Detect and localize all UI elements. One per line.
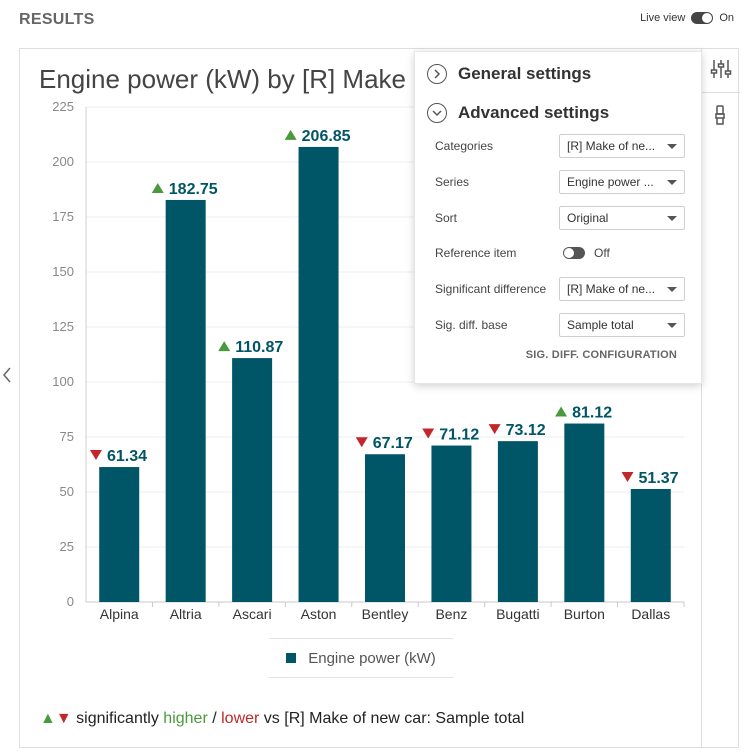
chevron-right-icon — [427, 64, 447, 84]
setting-label: Sort — [435, 211, 458, 225]
footnote-slash: / — [207, 710, 222, 727]
significant-difference-select[interactable]: [R] Make of ne... — [559, 277, 685, 301]
sliders-icon[interactable] — [710, 58, 732, 80]
data-label: 182.75 — [169, 181, 218, 198]
setting-label: Categories — [435, 139, 494, 153]
live-view-control[interactable]: Live view On — [640, 12, 734, 24]
footnote-lower: lower — [221, 710, 260, 727]
down-triangle-icon — [422, 428, 435, 439]
footnote-text-after: vs [R] Make of new car: Sample total — [259, 710, 525, 727]
chevron-down-icon — [427, 103, 447, 123]
y-tick-label: 125 — [52, 319, 74, 334]
results-header: RESULTS Live view On — [0, 0, 754, 40]
advanced-settings-label: Advanced settings — [458, 103, 610, 122]
bar-altria — [165, 199, 206, 602]
caret-down-icon — [667, 287, 677, 292]
advanced-settings-header[interactable]: Advanced settings — [427, 103, 609, 123]
data-label: 71.12 — [439, 427, 479, 444]
settings-panel: General settings Advanced settings Categ… — [414, 51, 702, 384]
live-view-label: Live view — [640, 12, 686, 24]
live-view-state: On — [719, 12, 734, 24]
x-tick-label: Bugatti — [496, 606, 540, 622]
page-title: RESULTS — [19, 11, 95, 28]
setting-label: Series — [435, 175, 470, 189]
caret-down-icon — [667, 180, 677, 185]
side-toolbar — [701, 48, 740, 748]
setting-row-sig-diff-base: Sig. diff. base Sample total — [435, 313, 685, 337]
live-view-toggle[interactable] — [691, 12, 714, 24]
setting-row-reference-item: Reference item Off — [435, 241, 685, 265]
y-tick-label: 50 — [60, 484, 74, 499]
down-triangle-icon — [488, 424, 501, 435]
setting-label: Sig. diff. base — [435, 318, 508, 332]
x-tick-label: Alpina — [100, 606, 139, 622]
legend-swatch — [286, 653, 297, 663]
bar-bugatti — [497, 441, 538, 602]
x-tick-label: Aston — [301, 606, 337, 622]
setting-row-significant-difference: Significant difference [R] Make of ne... — [435, 277, 685, 301]
footnote-higher: higher — [163, 710, 208, 727]
setting-row-categories: Categories [R] Make of ne... — [435, 134, 685, 158]
bar-burton — [564, 423, 605, 602]
categories-select[interactable]: [R] Make of ne... — [559, 134, 685, 158]
general-settings-label: General settings — [458, 64, 592, 83]
setting-row-sort: Sort Original — [435, 206, 685, 230]
x-tick-label: Bentley — [362, 606, 409, 622]
down-triangle-icon: ▼ — [55, 710, 72, 727]
down-triangle-icon — [89, 450, 102, 461]
data-label: 81.12 — [572, 405, 612, 422]
x-tick-label: Dallas — [631, 606, 670, 622]
caret-down-icon — [667, 144, 677, 149]
series-select[interactable]: Engine power ... — [559, 170, 685, 194]
x-tick-label: Ascari — [233, 606, 272, 622]
bar-ascari — [232, 358, 273, 602]
y-tick-label: 100 — [52, 374, 74, 389]
data-label: 206.85 — [302, 128, 351, 145]
sort-select[interactable]: Original — [559, 206, 685, 230]
x-tick-label: Altria — [170, 606, 202, 622]
caret-down-icon — [667, 323, 677, 328]
down-triangle-icon — [621, 471, 634, 482]
y-tick-label: 75 — [60, 429, 74, 444]
bar-alpina — [99, 467, 140, 602]
chevron-left-icon[interactable] — [2, 366, 12, 389]
data-label: 73.12 — [506, 422, 546, 439]
bar-benz — [431, 445, 472, 602]
data-label: 61.34 — [107, 448, 147, 465]
paintbrush-icon[interactable] — [710, 104, 732, 126]
legend-label: Engine power (kW) — [308, 649, 436, 667]
sig-diff-configuration-link[interactable]: SIG. DIFF. CONFIGURATION — [525, 349, 677, 361]
reference-item-state: Off — [594, 246, 610, 260]
significance-footnote: ▲▼ significantly higher / lower vs [R] M… — [40, 710, 524, 728]
y-tick-label: 150 — [52, 264, 74, 279]
x-tick-label: Burton — [564, 606, 605, 622]
data-label: 51.37 — [639, 470, 679, 487]
y-tick-label: 175 — [52, 209, 74, 224]
down-triangle-icon — [355, 437, 368, 448]
reference-item-toggle[interactable] — [563, 247, 585, 259]
x-tick-label: Benz — [435, 606, 467, 622]
y-tick-label: 200 — [52, 154, 74, 169]
setting-label: Reference item — [435, 246, 517, 260]
y-tick-label: 25 — [60, 539, 74, 554]
setting-label: Significant difference — [435, 282, 547, 296]
footnote-text-before: significantly — [76, 710, 159, 727]
data-label: 67.17 — [373, 435, 413, 452]
bar-bentley — [365, 454, 405, 602]
bar-aston — [298, 146, 339, 602]
bar-dallas — [630, 488, 671, 602]
up-triangle-icon — [284, 129, 297, 140]
general-settings-header[interactable]: General settings — [427, 64, 591, 84]
data-label: 110.87 — [235, 339, 283, 356]
up-triangle-icon — [218, 341, 231, 352]
up-triangle-icon — [555, 406, 568, 417]
up-triangle-icon — [151, 182, 164, 193]
y-tick-label: 0 — [67, 594, 74, 609]
up-triangle-icon: ▲ — [40, 710, 56, 727]
setting-row-series: Series Engine power ... — [435, 170, 685, 194]
y-tick-label: 225 — [52, 99, 74, 114]
caret-down-icon — [667, 216, 677, 221]
chart-legend[interactable]: Engine power (kW) — [269, 638, 453, 678]
sig-diff-base-select[interactable]: Sample total — [559, 313, 685, 337]
